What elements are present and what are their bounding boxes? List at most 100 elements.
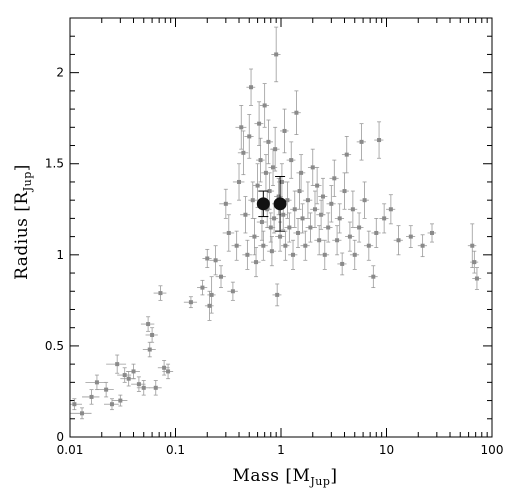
data-point	[140, 316, 155, 332]
data-point	[106, 354, 127, 374]
data-point	[126, 363, 140, 380]
data-point	[232, 163, 245, 201]
data-point-marker	[234, 243, 239, 248]
data-point-marker	[310, 165, 315, 170]
data-point-marker	[382, 216, 387, 221]
y-axis-title-close: ]	[12, 164, 32, 171]
data-point-marker	[317, 238, 322, 243]
data-points	[70, 26, 482, 420]
data-point-marker	[207, 303, 212, 308]
data-point-marker	[335, 238, 340, 243]
data-point	[282, 181, 292, 219]
data-point-marker	[275, 292, 280, 297]
data-point-marker	[287, 225, 292, 230]
data-point-marker	[296, 230, 301, 235]
data-point	[337, 252, 347, 276]
x-axis-title-close: ]	[330, 466, 337, 486]
data-point	[386, 194, 396, 225]
data-point	[248, 181, 257, 219]
data-point	[371, 217, 381, 248]
data-point-marker	[262, 103, 267, 108]
data-point-marker	[89, 394, 94, 399]
x-tick-label: 10	[379, 443, 394, 457]
data-point-marker	[282, 128, 287, 133]
data-point-marker	[158, 291, 163, 296]
data-point-marker	[285, 198, 290, 203]
data-point-marker	[289, 158, 294, 163]
data-point-marker	[265, 207, 270, 212]
data-point-marker	[347, 234, 352, 239]
data-point	[207, 276, 216, 314]
data-point	[222, 214, 235, 252]
data-point-marker	[322, 252, 327, 257]
highlight-point	[273, 175, 287, 232]
data-point-marker	[241, 150, 246, 155]
data-point	[281, 230, 290, 261]
data-point-marker	[188, 300, 193, 305]
data-point	[334, 203, 345, 234]
data-point	[258, 230, 268, 261]
data-point	[259, 83, 270, 128]
data-point-marker	[131, 369, 136, 374]
data-point	[300, 230, 310, 261]
data-point-marker	[308, 225, 313, 230]
data-point-marker	[72, 402, 77, 407]
data-point-marker	[350, 207, 355, 212]
data-point-marker	[470, 243, 475, 248]
data-point-marker	[146, 322, 151, 327]
data-point	[368, 265, 378, 289]
data-point	[142, 341, 156, 358]
data-point	[286, 141, 296, 179]
data-point-marker	[344, 152, 349, 157]
data-point	[145, 327, 158, 343]
data-point-marker	[305, 198, 310, 203]
data-point-marker	[371, 274, 376, 279]
data-point	[96, 381, 114, 398]
data-point	[231, 230, 242, 261]
data-point	[265, 212, 276, 243]
data-point-marker	[237, 179, 242, 184]
data-point	[470, 250, 479, 274]
data-point-marker	[303, 243, 308, 248]
data-point-marker	[269, 249, 274, 254]
data-point	[280, 108, 289, 154]
data-point-marker	[122, 373, 127, 378]
x-tick-label: 0.1	[166, 443, 185, 457]
data-point-marker	[200, 285, 205, 290]
data-point-marker	[104, 387, 109, 392]
data-point-marker	[281, 212, 286, 217]
data-point	[284, 212, 294, 243]
data-point-marker	[94, 380, 99, 385]
data-point-marker	[474, 276, 479, 281]
data-point	[237, 130, 249, 176]
data-point-marker	[153, 385, 158, 390]
data-point	[364, 230, 374, 261]
data-point-marker	[205, 256, 210, 261]
data-point-marker	[255, 183, 260, 188]
data-point	[310, 190, 320, 228]
x-axis-ticks: 0.01 0.1 1 10 100	[57, 18, 503, 457]
data-point	[354, 212, 364, 243]
y-tick-label: 1	[56, 248, 64, 262]
data-point-marker	[273, 147, 278, 152]
data-point-marker	[374, 230, 379, 235]
data-point	[319, 239, 330, 270]
data-point	[349, 239, 360, 270]
data-point-marker	[279, 179, 284, 184]
data-point	[348, 190, 358, 228]
data-point	[323, 212, 333, 243]
data-point-marker	[420, 243, 425, 248]
data-point-marker	[337, 216, 342, 221]
data-point	[162, 363, 174, 380]
data-point	[393, 225, 403, 256]
data-point-marker	[80, 411, 85, 416]
data-point-marker	[115, 362, 120, 367]
data-point	[183, 296, 198, 309]
data-point-marker	[162, 365, 167, 370]
data-point-marker	[366, 243, 371, 248]
data-point-marker	[320, 194, 325, 199]
data-point	[312, 166, 322, 205]
data-point	[332, 225, 342, 256]
data-point	[70, 398, 83, 411]
